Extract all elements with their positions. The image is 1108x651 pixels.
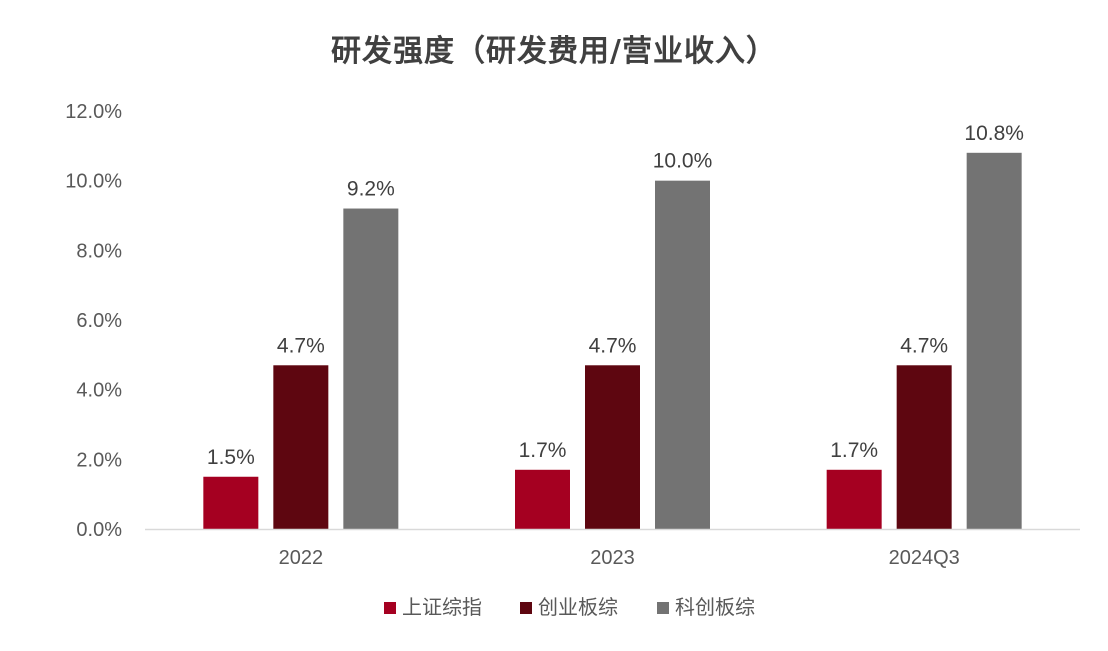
bar <box>585 365 640 529</box>
y-tick-label: 4.0% <box>76 380 122 402</box>
bar <box>515 469 570 529</box>
data-label: 10.8% <box>964 122 1024 145</box>
x-tick-label: 2022 <box>279 547 324 569</box>
data-label: 9.2% <box>347 178 395 201</box>
data-label: 1.7% <box>830 439 878 462</box>
data-label: 4.7% <box>277 334 325 357</box>
data-labels-layer: 1.5% 4.7% 9.2% 1.7% 4.7% 10.0% 1.7% 4.7% 10.8% <box>207 122 1024 469</box>
chart-title: 研发强度（研发费用/营业收入） <box>331 34 777 69</box>
y-tick-label: 0.0% <box>76 519 122 541</box>
bar <box>826 469 882 529</box>
legend: 上证综指 创业板综 科创板综 <box>384 595 755 619</box>
data-label: 1.7% <box>519 439 567 462</box>
legend-swatch <box>520 602 532 614</box>
bars-layer <box>203 152 1022 530</box>
bar <box>203 476 259 529</box>
bar <box>343 208 399 530</box>
axis-layer: 0.0% 2.0% 4.0% 6.0% 8.0% 10.0% 12.0% 2022 2023 20… <box>65 101 1080 569</box>
y-tick-label: 6.0% <box>76 310 122 332</box>
data-label: 4.7% <box>589 334 637 357</box>
legend-swatch <box>657 602 669 614</box>
data-label: 1.5% <box>207 446 255 469</box>
y-tick-label: 12.0% <box>65 101 122 123</box>
y-tick-label: 2.0% <box>76 449 122 471</box>
bar <box>655 180 710 529</box>
x-tick-label: 2023 <box>590 547 635 569</box>
data-label: 4.7% <box>900 334 948 357</box>
legend-label: 创业板综 <box>538 595 618 619</box>
bar <box>273 365 329 529</box>
x-tick-label: 2024Q3 <box>889 547 960 569</box>
y-tick-label: 10.0% <box>65 171 122 193</box>
legend-label: 科创板综 <box>675 595 755 619</box>
legend-swatch <box>384 602 396 614</box>
legend-label: 上证综指 <box>402 595 482 619</box>
y-tick-label: 8.0% <box>76 240 122 262</box>
bar <box>896 365 952 529</box>
bar <box>966 152 1022 530</box>
data-label: 10.0% <box>653 150 713 173</box>
